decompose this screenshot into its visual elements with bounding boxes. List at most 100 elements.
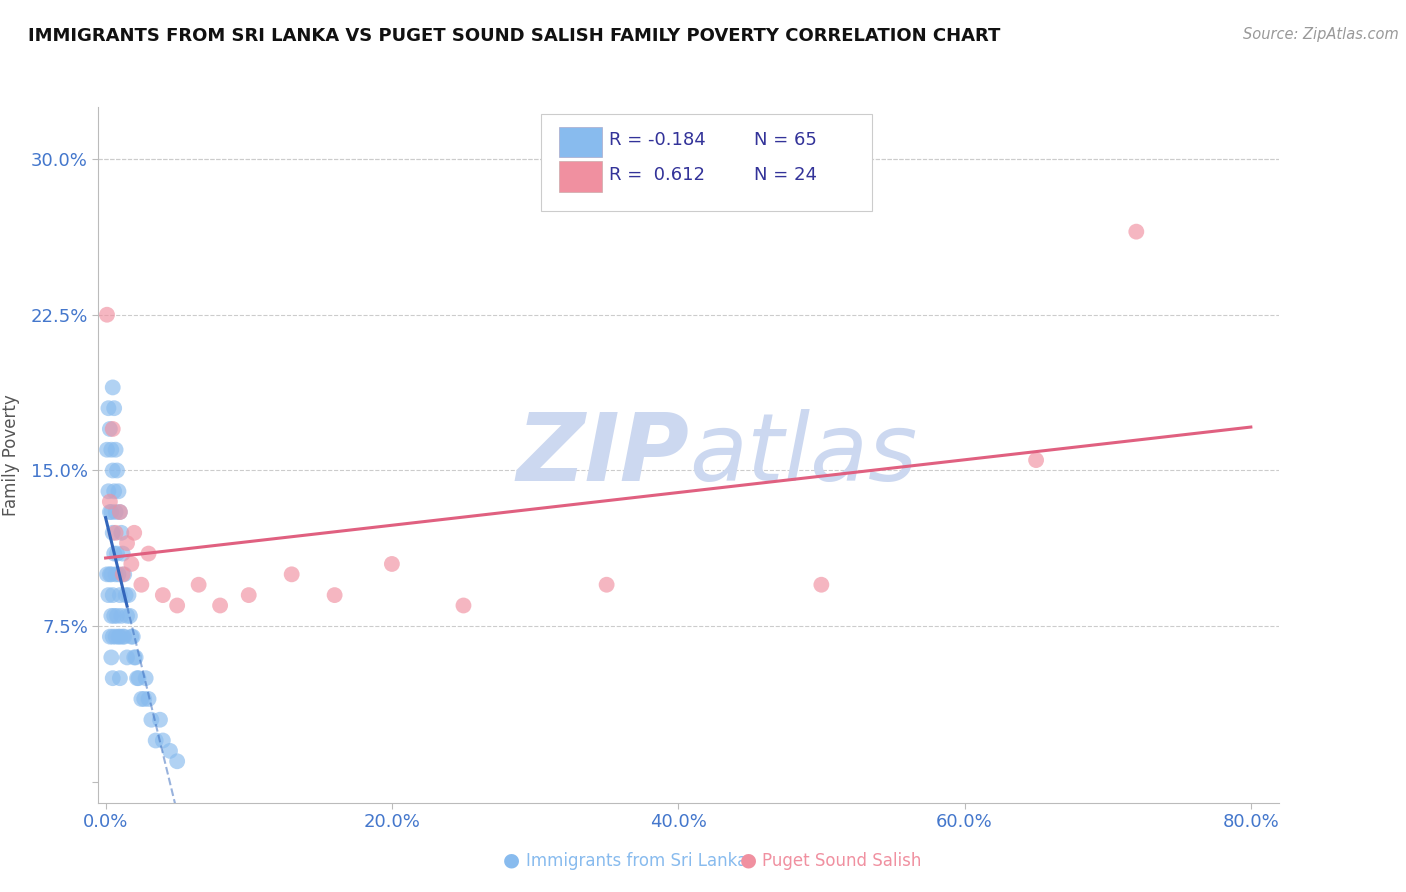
Point — [104, 525, 127, 540]
Point — [96, 442, 118, 457]
Point — [152, 733, 174, 747]
Text: Immigrants from Sri Lanka: Immigrants from Sri Lanka — [526, 852, 747, 870]
Point — [104, 630, 127, 644]
Point — [152, 588, 174, 602]
Point — [138, 547, 160, 561]
Point — [97, 401, 120, 416]
Point — [107, 567, 129, 582]
Point — [101, 630, 124, 644]
Point — [115, 536, 138, 550]
Point — [120, 557, 142, 571]
Point — [280, 567, 302, 582]
Point — [1025, 453, 1047, 467]
Point — [104, 567, 127, 582]
Point — [124, 650, 146, 665]
Point — [97, 484, 120, 499]
Point — [105, 547, 128, 561]
Text: ZIP: ZIP — [516, 409, 689, 501]
Point — [110, 608, 132, 623]
Point — [105, 463, 128, 477]
Text: R = -0.184: R = -0.184 — [609, 131, 706, 150]
Point — [122, 650, 145, 665]
Point — [112, 630, 135, 644]
Point — [108, 588, 131, 602]
Point — [453, 599, 475, 613]
Point — [111, 547, 134, 561]
Point — [104, 442, 127, 457]
Point — [100, 608, 122, 623]
Text: atlas: atlas — [689, 409, 917, 500]
Text: N = 24: N = 24 — [754, 166, 817, 185]
Point — [100, 650, 122, 665]
Point — [135, 671, 157, 685]
Y-axis label: Family Poverty: Family Poverty — [1, 394, 20, 516]
Point — [128, 671, 150, 685]
Point — [101, 525, 124, 540]
Point — [96, 567, 118, 582]
Point — [110, 525, 132, 540]
Point — [98, 422, 121, 436]
Point — [104, 505, 127, 519]
Point — [98, 505, 121, 519]
Point — [145, 733, 167, 747]
Point — [100, 567, 122, 582]
Point — [131, 578, 153, 592]
Point — [166, 754, 188, 768]
Point — [125, 671, 148, 685]
Point — [115, 650, 138, 665]
Point — [103, 484, 125, 499]
Point — [141, 713, 163, 727]
Text: Puget Sound Salish: Puget Sound Salish — [762, 852, 921, 870]
Point — [122, 525, 145, 540]
Point — [381, 557, 404, 571]
Point — [323, 588, 346, 602]
Point — [138, 692, 160, 706]
Point — [209, 599, 232, 613]
Point — [101, 380, 124, 394]
Point — [98, 630, 121, 644]
Point — [120, 630, 142, 644]
Point — [134, 692, 156, 706]
Point — [105, 608, 128, 623]
Text: N = 65: N = 65 — [754, 131, 817, 150]
Point — [108, 630, 131, 644]
Point — [114, 588, 136, 602]
Point — [115, 608, 138, 623]
Point — [108, 671, 131, 685]
Point — [166, 599, 188, 613]
Point — [107, 630, 129, 644]
Point — [595, 578, 617, 592]
FancyBboxPatch shape — [541, 114, 872, 211]
Point — [121, 630, 143, 644]
Point — [810, 578, 832, 592]
Text: ●: ● — [503, 851, 520, 870]
Point — [98, 567, 121, 582]
Point — [100, 505, 122, 519]
Point — [101, 671, 124, 685]
Text: R =  0.612: R = 0.612 — [609, 166, 704, 185]
Point — [108, 505, 131, 519]
Point — [101, 422, 124, 436]
Point — [100, 442, 122, 457]
FancyBboxPatch shape — [560, 161, 602, 192]
Point — [117, 588, 139, 602]
Point — [103, 547, 125, 561]
Point — [103, 401, 125, 416]
Text: Source: ZipAtlas.com: Source: ZipAtlas.com — [1243, 27, 1399, 42]
Point — [103, 608, 125, 623]
Point — [159, 744, 181, 758]
Point — [238, 588, 260, 602]
Text: IMMIGRANTS FROM SRI LANKA VS PUGET SOUND SALISH FAMILY POVERTY CORRELATION CHART: IMMIGRANTS FROM SRI LANKA VS PUGET SOUND… — [28, 27, 1001, 45]
FancyBboxPatch shape — [560, 127, 602, 157]
Point — [108, 505, 131, 519]
Point — [149, 713, 172, 727]
Point — [96, 308, 118, 322]
Point — [101, 463, 124, 477]
Point — [111, 567, 134, 582]
Point — [118, 608, 141, 623]
Point — [97, 588, 120, 602]
Text: ●: ● — [740, 851, 756, 870]
Point — [107, 484, 129, 499]
Point — [1125, 225, 1147, 239]
Point — [111, 630, 134, 644]
